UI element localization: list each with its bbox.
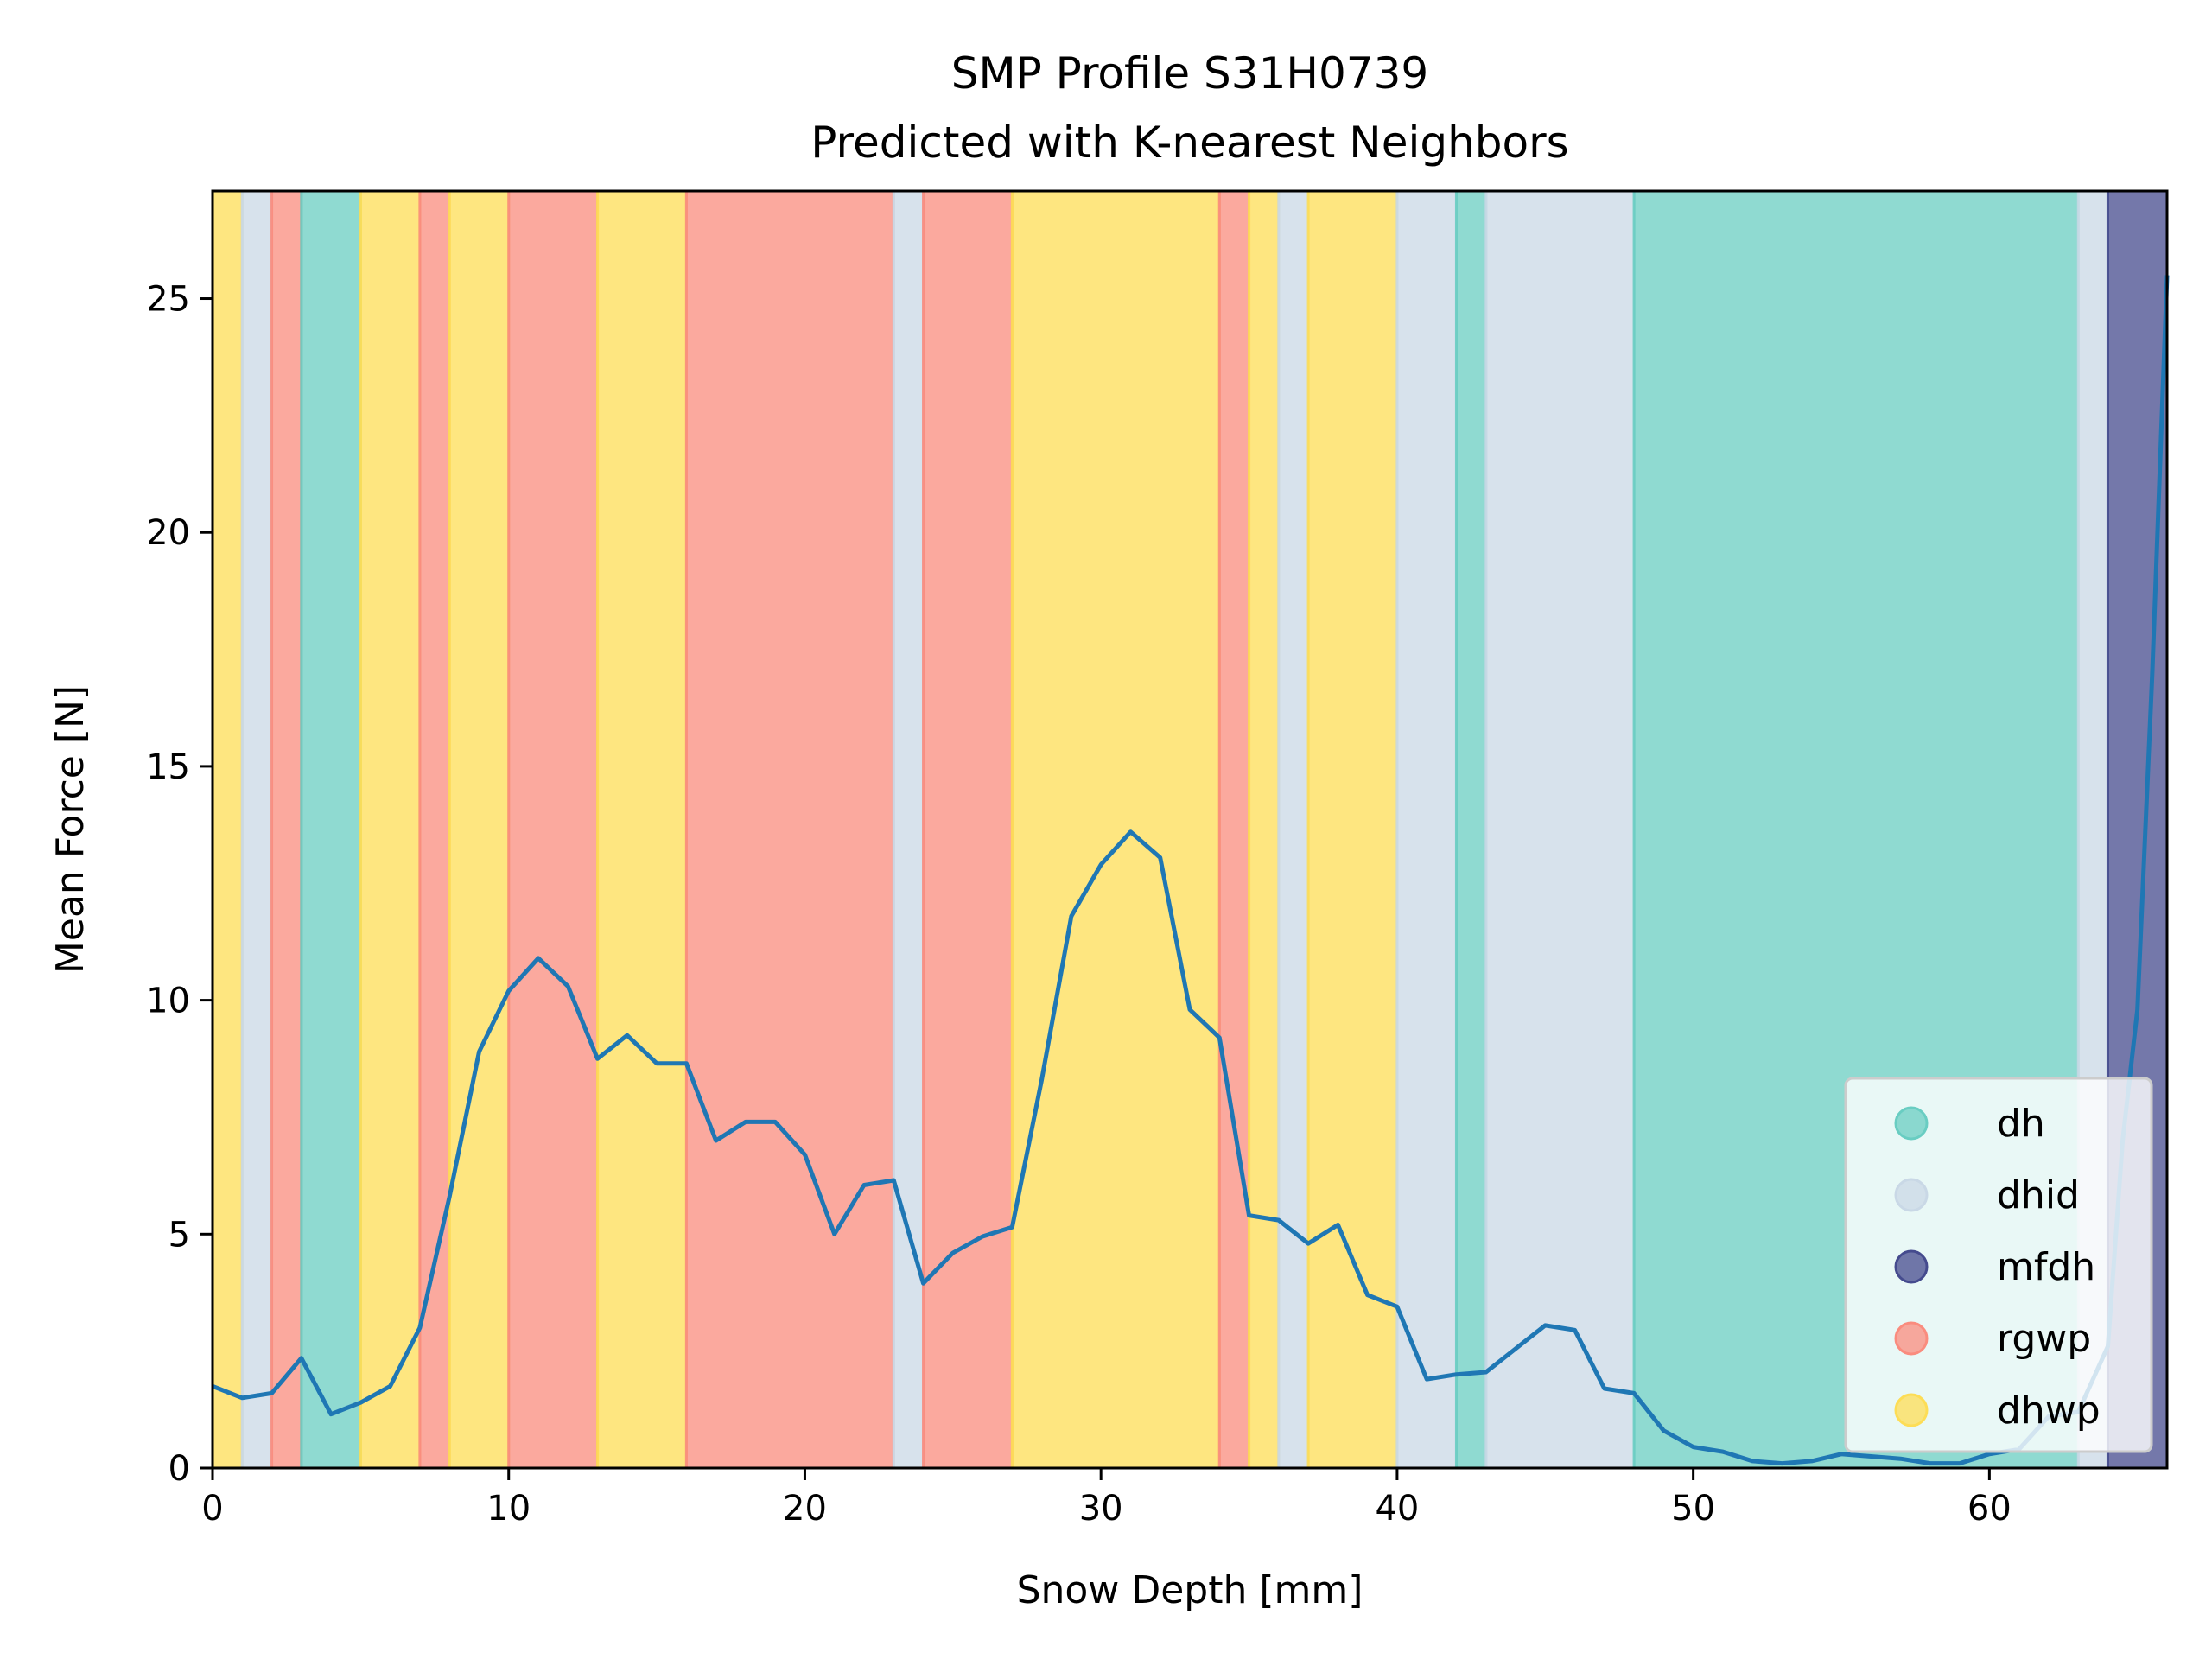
x-tick-label: 30 — [1079, 1489, 1123, 1529]
y-axis: 0 5 10 15 20 25 — [146, 280, 213, 1489]
band-dhwp-12 — [1010, 189, 1221, 1470]
chart-title: SMP Profile S31H0739 — [951, 48, 1429, 99]
y-tick-label: 25 — [146, 280, 190, 320]
plot-frame — [211, 189, 2169, 1470]
band-rgwp-5 — [418, 189, 451, 1470]
x-axis: 0 10 20 30 40 50 60 — [201, 1468, 2012, 1529]
band-dhid-1 — [240, 189, 274, 1470]
band-dh-3 — [300, 189, 362, 1470]
y-tick-label: 20 — [146, 513, 190, 553]
y-tick-label: 0 — [168, 1449, 190, 1489]
legend-label-dh: dh — [1997, 1102, 2045, 1146]
x-tick-label: 50 — [1671, 1489, 1715, 1529]
series-line-0 — [212, 275, 2170, 1466]
legend-label-rgwp: rgwp — [1997, 1317, 2091, 1361]
x-tick-label: 40 — [1375, 1489, 1419, 1529]
band-rgwp-2 — [270, 189, 303, 1470]
x-axis-label: Snow Depth [mm] — [1017, 1568, 1363, 1612]
legend-marker-mfdh — [1894, 1249, 1929, 1284]
legend-marker-dhwp — [1894, 1393, 1929, 1427]
y-axis-label: Mean Force [N] — [48, 685, 92, 974]
band-rgwp-11 — [922, 189, 1014, 1470]
y-tick-label: 5 — [168, 1215, 190, 1255]
legend-label-dhid: dhid — [1997, 1173, 2080, 1217]
x-tick-label: 10 — [486, 1489, 531, 1529]
class-bands — [211, 189, 2169, 1470]
band-dhwp-14 — [1248, 189, 1281, 1470]
band-dhwp-8 — [596, 189, 688, 1470]
legend-marker-dh — [1894, 1106, 1929, 1141]
y-tick-label: 15 — [146, 747, 190, 787]
band-dhid-15 — [1277, 189, 1310, 1470]
band-rgwp-13 — [1217, 189, 1251, 1470]
series-layer — [212, 275, 2170, 1466]
legend-label-mfdh: mfdh — [1997, 1245, 2095, 1289]
y-tick-label: 10 — [146, 982, 190, 1021]
band-dh-18 — [1454, 189, 1488, 1470]
band-dhwp-4 — [359, 189, 422, 1470]
legend: dh dhid mfdh rgwp dhwp — [1844, 1077, 2153, 1453]
x-tick-label: 20 — [783, 1489, 827, 1529]
chart-subtitle: Predicted with K-nearest Neighbors — [810, 118, 1568, 168]
band-rgwp-9 — [684, 189, 895, 1470]
legend-box — [1844, 1077, 2153, 1453]
legend-label-dhwp: dhwp — [1997, 1389, 2101, 1433]
band-dhwp-6 — [448, 189, 511, 1470]
band-dhwp-0 — [211, 189, 244, 1470]
x-tick-label: 0 — [201, 1489, 223, 1529]
band-dhid-19 — [1484, 189, 1636, 1470]
legend-marker-dhid — [1894, 1178, 1929, 1212]
band-dhid-17 — [1395, 189, 1458, 1470]
band-rgwp-7 — [507, 189, 600, 1470]
band-dhid-10 — [892, 189, 925, 1470]
x-tick-label: 60 — [1967, 1489, 2012, 1529]
band-dhwp-16 — [1306, 189, 1399, 1470]
legend-marker-rgwp — [1894, 1321, 1929, 1356]
